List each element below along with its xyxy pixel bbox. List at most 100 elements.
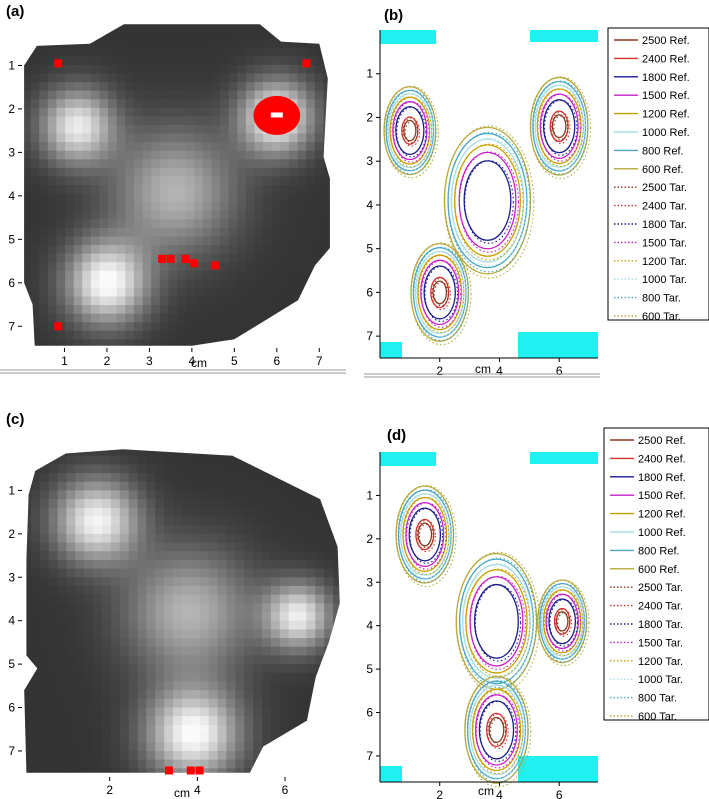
heatmap-cell	[297, 167, 307, 177]
heatmap-cell	[185, 270, 195, 280]
heatmap-cell	[137, 585, 148, 596]
heatmap-cell	[155, 577, 165, 587]
heatmap-cell	[57, 638, 68, 648]
heatmap-cell	[39, 56, 49, 66]
heatmap-cell	[270, 568, 281, 578]
heatmap-cell	[159, 296, 169, 306]
heatmap-cell	[125, 193, 135, 203]
heatmap-cell	[237, 167, 247, 177]
heatmap-cell	[39, 499, 50, 509]
contour-1000-ref	[534, 84, 584, 168]
heatmap-cell	[65, 133, 75, 143]
heatmap-cell	[116, 47, 126, 57]
heatmap-cell	[151, 133, 161, 143]
legend-entry: 800 Ref.	[642, 145, 684, 157]
heatmap-cell	[194, 116, 204, 126]
heatmap-cell	[245, 219, 256, 229]
heatmap-cell	[125, 262, 135, 272]
heatmap-cell	[155, 620, 165, 630]
heatmap-cell	[164, 759, 174, 769]
heatmap-cell	[24, 64, 32, 75]
heatmap-cell	[24, 202, 32, 212]
heatmap-cell	[155, 542, 165, 552]
heatmap-cell	[159, 116, 169, 126]
heatmap-cell	[263, 253, 273, 263]
heatmap-cell	[73, 150, 83, 160]
heatmap-cell	[190, 733, 201, 743]
heatmap-cell	[133, 159, 144, 169]
heatmap-cell	[226, 612, 236, 622]
heatmap-cell	[263, 322, 273, 332]
heatmap-cell	[82, 150, 92, 160]
heatmap-cell	[30, 664, 41, 674]
heatmap-cell	[90, 133, 101, 143]
heatmap-cell	[168, 142, 178, 152]
heatmap-cell	[185, 245, 195, 255]
heatmap-cell	[24, 542, 32, 552]
heatmap-cell	[142, 107, 152, 117]
heatmap-cell	[133, 219, 144, 229]
heatmap-cell	[254, 287, 264, 298]
heatmap-cell	[84, 638, 94, 648]
heatmap-cell	[324, 499, 334, 509]
heatmap-cell	[173, 681, 183, 691]
heatmap-cell	[263, 219, 273, 229]
heatmap-cell	[57, 724, 68, 735]
heatmap-cell	[324, 603, 334, 613]
heatmap-cell	[244, 681, 254, 691]
heatmap-cell	[297, 39, 307, 49]
heatmap-cell	[306, 620, 316, 630]
heatmap-cell	[142, 24, 152, 32]
heatmap-cell	[226, 542, 236, 552]
heatmap-cell	[263, 64, 273, 75]
heatmap-cell	[333, 716, 340, 726]
heatmap-cell	[151, 124, 161, 135]
heatmap-cell	[263, 159, 273, 169]
heatmap-cell	[314, 287, 324, 298]
heatmap-cell	[211, 236, 221, 246]
heatmap-cell	[306, 698, 316, 709]
heatmap-cell	[280, 219, 290, 229]
heatmap-cell	[306, 167, 316, 177]
heatmap-cell	[253, 568, 263, 578]
heatmap-cell	[333, 542, 340, 552]
contour-1000-tar	[535, 84, 587, 171]
heatmap-cell	[306, 245, 316, 255]
heatmap-cell	[116, 99, 126, 109]
heatmap-cell	[245, 30, 256, 40]
heatmap-cell	[56, 82, 66, 92]
heatmap-cell	[30, 481, 41, 491]
heatmap-cell	[217, 690, 228, 700]
legend-entry: 1500 Ref.	[642, 90, 690, 102]
y-tick-label: 6	[8, 276, 15, 290]
heatmap-cell	[30, 499, 41, 509]
heatmap-cell	[245, 185, 256, 195]
heatmap-cell	[182, 455, 192, 465]
heatmap-cell	[220, 202, 230, 212]
heatmap-cell	[314, 219, 324, 229]
heatmap-cell	[108, 193, 118, 203]
heatmap-cell	[73, 176, 83, 186]
heatmap-cell	[39, 603, 50, 613]
heatmap-cell	[82, 270, 92, 280]
legend-entry: 2400 Ref.	[638, 453, 686, 465]
heatmap-cell	[30, 690, 41, 700]
heatmap-cell	[208, 733, 219, 743]
contour-1500-tar	[540, 93, 581, 162]
contour-1800-ref	[423, 265, 456, 320]
heatmap-cell	[90, 287, 101, 298]
heatmap-cell	[297, 525, 308, 535]
heatmap-cell	[211, 56, 221, 66]
heatmap-cell	[133, 176, 144, 186]
heatmap-cell	[142, 116, 152, 126]
y-tick-label: 7	[366, 329, 373, 343]
legend-entry: 600 Tar.	[642, 311, 681, 323]
heatmap-cell	[323, 193, 330, 203]
heatmap-cell	[93, 768, 103, 773]
heatmap-cell	[228, 82, 238, 92]
heatmap-cell	[164, 481, 174, 491]
heatmap-cell	[48, 655, 59, 665]
heatmap-cell	[314, 167, 324, 177]
heatmap-cell	[297, 568, 308, 578]
heatmap-cell	[226, 707, 236, 717]
